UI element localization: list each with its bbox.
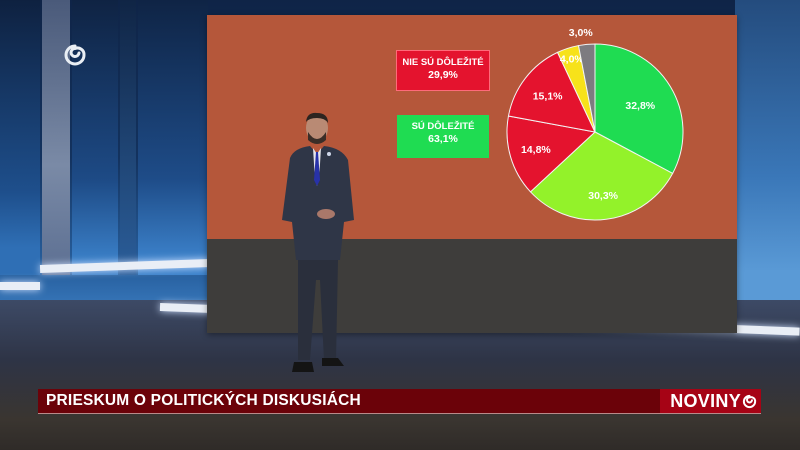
pie-slice (594, 43, 684, 175)
presenter-figure (282, 112, 354, 372)
brand-logo: NOVINY (660, 389, 761, 413)
lower-third-banner: PRIESKUM O POLITICKÝCH DISKUSIÁCH NOVINY (38, 389, 761, 414)
studio-panel (138, 0, 208, 275)
pie-slice-label: 15,1% (533, 90, 563, 102)
pie-chart: 32,8% 30,3% 14,8% 15,1% 4,0% 3,0% (504, 27, 686, 223)
pie-slice-label: 4,0% (560, 54, 585, 66)
floor-light-strip (0, 282, 40, 290)
studio-pillar (42, 0, 70, 275)
legend-important: SÚ DÔLEŽITÉ 63,1% (397, 115, 489, 158)
studio-panel-right (735, 0, 800, 320)
legend-label: SÚ DÔLEŽITÉ (411, 121, 475, 132)
pie-slice (507, 51, 596, 133)
lower-third-title: PRIESKUM O POLITICKÝCH DISKUSIÁCH (46, 392, 361, 409)
legend-not-important: NIE SÚ DÔLEŽITÉ 29,9% (396, 50, 490, 91)
legend-value: 63,1% (428, 133, 458, 145)
pie-slice-label: 30,3% (588, 190, 618, 202)
pie-slice-label: 32,8% (625, 100, 655, 112)
pie-slice-label: 14,8% (521, 144, 551, 156)
pie-slice (529, 131, 674, 221)
pie-slice (577, 43, 596, 133)
studio-panel (0, 0, 40, 275)
swirl-icon (742, 394, 757, 408)
legend-value: 29,9% (428, 69, 458, 81)
video-wall-screen: NIE SÚ DÔLEŽITÉ 29,9% SÚ DÔLEŽITÉ 63,1% … (207, 15, 737, 333)
legend-label: NIE SÚ DÔLEŽITÉ (402, 57, 484, 68)
brand-name: NOVINY (670, 390, 741, 411)
channel-logo-swirl-icon (64, 44, 86, 66)
studio-panel (120, 0, 136, 275)
pie-slice-label: 3,0% (569, 27, 594, 39)
pie-slice (506, 115, 597, 193)
studio-panel (72, 0, 118, 275)
pie-chart-svg: 32,8% 30,3% 14,8% 15,1% 4,0% 3,0% (506, 27, 684, 221)
